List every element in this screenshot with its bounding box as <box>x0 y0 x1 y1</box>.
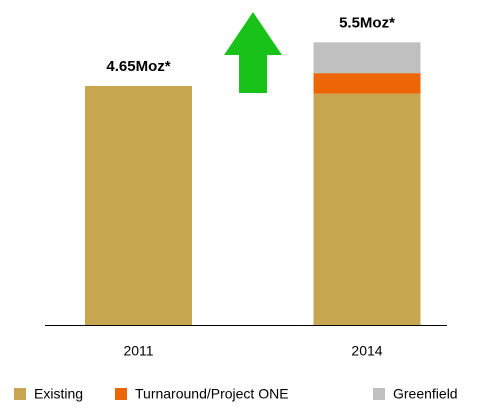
x-tick-label: 2011 <box>123 343 153 359</box>
bar-segment <box>313 42 421 74</box>
total-label: 5.5Moz* <box>339 14 395 31</box>
legend-label: Turnaround/Project ONE <box>135 386 289 402</box>
legend-swatch <box>115 388 127 400</box>
increase-arrow <box>224 12 282 93</box>
legend-swatch <box>373 388 385 400</box>
legend-label: Existing <box>34 386 83 402</box>
legend-label: Greenfield <box>393 386 458 402</box>
bar-segment <box>313 93 421 325</box>
x-tick-label: 2014 <box>351 343 382 359</box>
bar-segment <box>85 85 192 326</box>
bar-segment <box>313 73 421 94</box>
legend-swatch <box>14 388 26 400</box>
total-label: 4.65Moz* <box>106 58 170 75</box>
